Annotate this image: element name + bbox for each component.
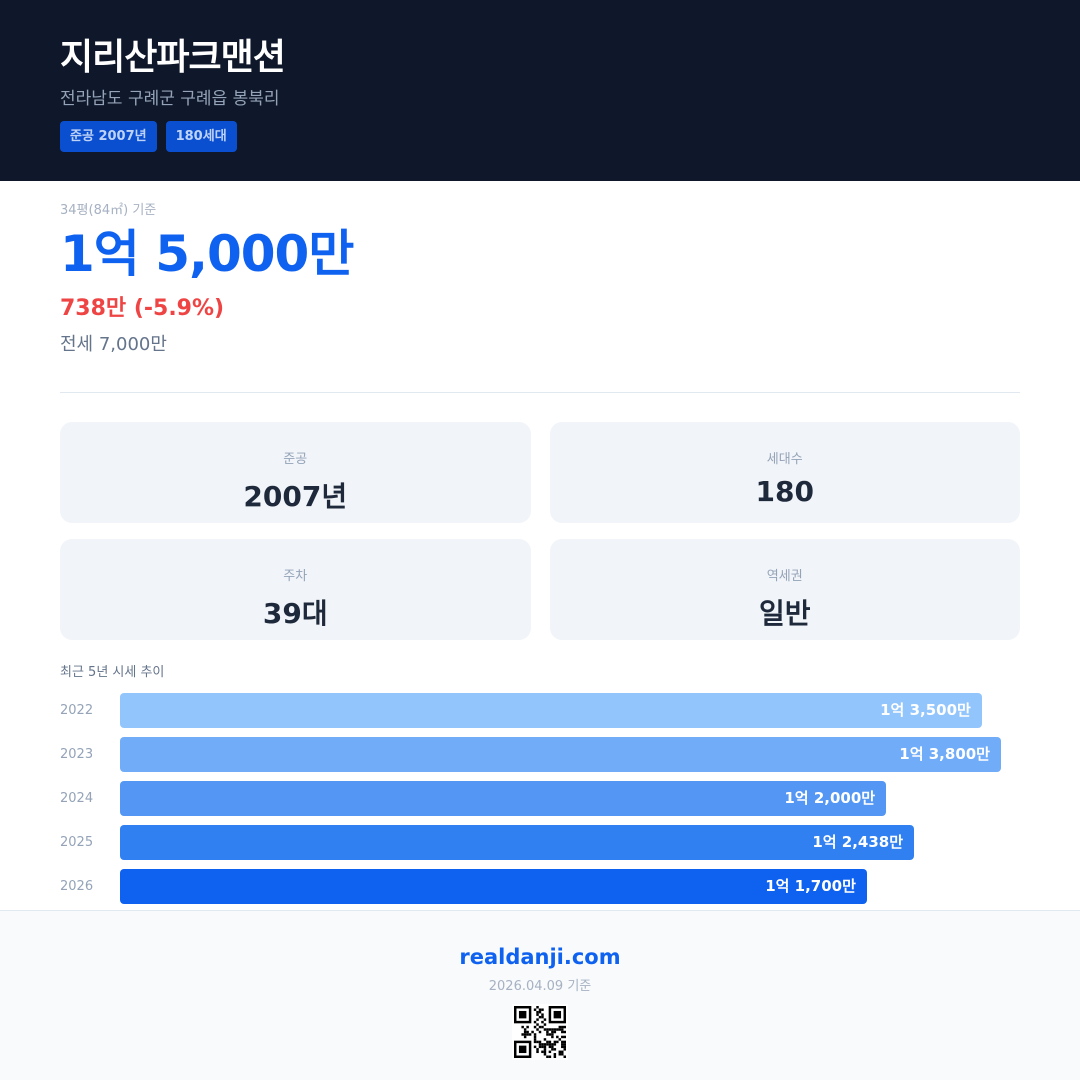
chart-row: 2022 1억 3,500만	[60, 693, 1020, 728]
stat-card-built: 준공 2007년	[60, 422, 531, 523]
bar: 1억 3,500만	[120, 693, 982, 728]
stat-card-households: 세대수 180	[549, 422, 1020, 523]
stat-label: 준공	[283, 452, 308, 467]
jeonse-price: 전세 7,000만	[60, 334, 167, 355]
stat-value: 39대	[262, 597, 328, 630]
site-link[interactable]: realdanji.com	[459, 945, 621, 969]
address: 전라남도 구례군 구례읍 봉북리	[60, 89, 280, 109]
data-date: 2026.04.09 기준	[488, 979, 592, 994]
stat-value: 일반	[758, 597, 811, 630]
chart-row: 2025 1억 2,438만	[60, 825, 1020, 860]
price-value: 1억 5,000만	[60, 225, 354, 283]
tag-households: 180세대	[165, 121, 237, 152]
bar: 1억 3,800만	[120, 737, 1001, 772]
stat-label: 역세권	[766, 569, 803, 584]
chart-row: 2026 1억 1,700만	[60, 869, 1020, 904]
chart-row: 2023 1억 3,800만	[60, 737, 1020, 772]
year-label: 2026	[60, 879, 94, 894]
divider	[60, 392, 1020, 393]
year-label: 2023	[60, 747, 94, 762]
price-basis: 34평(84㎡) 기준	[60, 203, 157, 218]
stat-card-parking: 주차 39대	[60, 539, 531, 640]
footer: realdanji.com 2026.04.09 기준	[0, 910, 1080, 1080]
header: 지리산파크맨션 전라남도 구례군 구례읍 봉북리 준공 2007년 180세대	[0, 0, 1080, 181]
year-label: 2022	[60, 703, 94, 718]
stat-value: 180	[755, 475, 814, 508]
year-label: 2025	[60, 835, 94, 850]
qr-code-icon	[512, 1004, 568, 1060]
price-trend-chart: 2022 1억 3,500만 2023 1억 3,800만 2024 1억 2,000만 2…	[60, 693, 1020, 904]
stat-label: 세대수	[766, 452, 803, 467]
bar: 1억 1,700만	[120, 869, 867, 904]
chart-title: 최근 5년 시세 추이	[60, 665, 165, 680]
price-change: 738만 (-5.9%)	[60, 296, 225, 321]
chart-row: 2024 1억 2,000만	[60, 781, 1020, 816]
bar: 1억 2,438만	[120, 825, 915, 860]
year-label: 2024	[60, 791, 94, 806]
bar: 1억 2,000만	[120, 781, 887, 816]
stat-value: 2007년	[243, 480, 348, 513]
stat-label: 주차	[283, 569, 308, 584]
tag-built-year: 준공 2007년	[60, 121, 157, 152]
complex-title: 지리산파크맨션	[60, 37, 286, 78]
